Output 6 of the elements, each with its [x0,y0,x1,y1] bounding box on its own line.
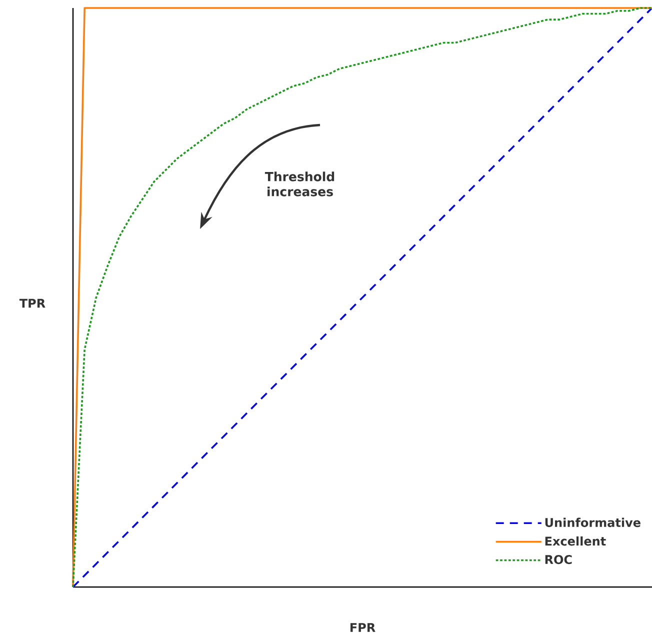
legend-label: ROC [545,555,572,564]
y-axis-title: TPR [19,298,46,308]
legend-label: Excellent [545,536,606,546]
legend-label: Uninformative [545,518,640,528]
x-axis-title: FPR [350,623,376,632]
annotation: Threshold increases [264,172,334,196]
